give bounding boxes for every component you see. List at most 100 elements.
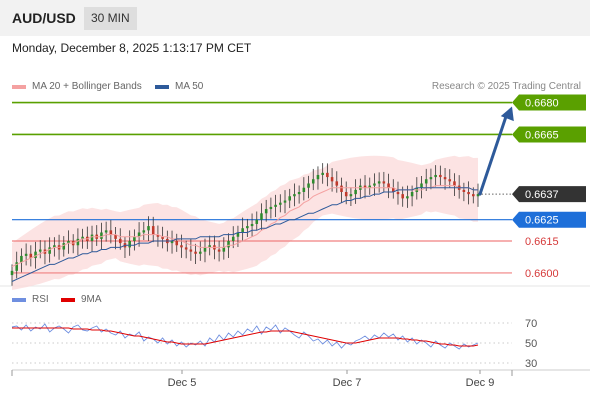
candle-body [53,245,56,248]
candle-body [15,262,18,271]
candle-body [264,209,268,214]
forecast-arrow-head [500,106,514,122]
legend-ma20-label: MA 20 + Bollinger Bands [32,81,142,92]
candle-body [246,226,249,229]
level-label-0.6615: 0.6615 [525,236,559,248]
candle-body [467,192,470,195]
forecast-arrow-shaft [478,115,508,196]
candle-body [199,251,202,254]
level-label-0.6637: 0.6637 [525,189,559,201]
symbol-title: AUD/USD [12,10,76,26]
candle-body [104,230,108,233]
candle-body [189,249,193,252]
candle-body [279,202,282,205]
level-label-0.6600: 0.6600 [525,268,559,280]
research-credit: Research © 2025 Trading Central [431,81,581,92]
candle-body [81,236,84,239]
candle-body [250,223,254,227]
rsi-ma-line [12,327,479,347]
candle-body [377,181,381,184]
candle-body [142,230,146,233]
rsi-level-30: 30 [525,358,537,370]
candle-body [100,232,103,239]
candle-body [269,206,273,210]
x-tick-label-dec-7: Dec 7 [333,377,362,389]
candle-body [151,226,155,235]
candle-body [274,204,277,207]
candle-body [443,177,447,180]
candle-body [429,177,433,180]
candle-body [283,200,287,203]
candle-body [180,245,183,248]
level-label-box [512,126,586,143]
candle-body [208,245,211,248]
candle-body [147,226,150,231]
candle-body [231,236,235,241]
candle-body [34,251,37,259]
candle-body [24,253,28,256]
legend-ma50-label: MA 50 [175,81,204,92]
candle-body [194,251,197,254]
legend-rsi-ma: 9MA [61,294,102,305]
candle-body [302,187,306,192]
legend-ma20: MA 20 + Bollinger Bands [12,81,142,92]
candle-body [462,189,466,192]
candle-body [67,241,70,244]
candle-body [424,179,428,184]
candle-body [236,232,240,237]
x-tick-label-dec-5: Dec 5 [168,377,197,389]
candle-body [29,253,33,259]
candle-body [62,243,66,250]
candle-body [20,255,23,263]
price-panel: 0.6680 0.6665 0.6637 0.6625 0.6615 0.6600 [0,94,590,290]
legend-rsi-label: RSI [32,294,49,305]
ma50-line [11,187,478,282]
legend-rsi-ma-label: 9MA [81,294,102,305]
candle-body [255,219,259,224]
legend-ma50: MA 50 [155,81,203,92]
bollinger-band [12,155,478,290]
level-label-0.6680: 0.6680 [525,98,559,110]
ma20-swatch [12,84,26,89]
candle-body [401,194,404,199]
level-label-0.6625: 0.6625 [525,215,559,227]
candle-body [434,174,437,178]
candle-body [448,179,452,182]
rsi-level-70: 70 [525,318,537,330]
candle-body [373,183,376,186]
candle-body [472,194,475,197]
timeframe-button[interactable]: 30 MIN [84,7,137,30]
candle-body [241,228,244,233]
candle-body [76,238,80,246]
candle-body [227,241,230,248]
candle-body [203,247,207,252]
timestamp-label: Monday, December 8, 2025 1:13:17 PM CET [12,41,252,55]
level-label-box [512,211,586,228]
candle-body [307,183,310,188]
candle-body [133,236,136,241]
candle-body [10,270,14,276]
candle-body [260,213,263,220]
candle-body [175,241,179,246]
candle-body [293,194,296,197]
candle-body [156,234,160,237]
candle-body [410,192,414,197]
candle-body [354,189,357,195]
candle-body [349,194,353,197]
candle-body [128,241,131,248]
candle-body [38,249,42,252]
rsi-panel: 70 50 30 [11,318,537,370]
candle-body [90,234,94,241]
candle-body [118,238,122,244]
candle-body [406,196,409,199]
rsi-swatch [12,297,26,302]
rsi-line [11,323,479,350]
candle-body [114,234,117,239]
candle-body [340,185,343,192]
candle-body [109,230,113,235]
candle-body [288,196,291,201]
ma50-swatch [155,84,169,89]
legend-rsi: RSI [12,294,49,305]
candle-body [330,177,334,182]
